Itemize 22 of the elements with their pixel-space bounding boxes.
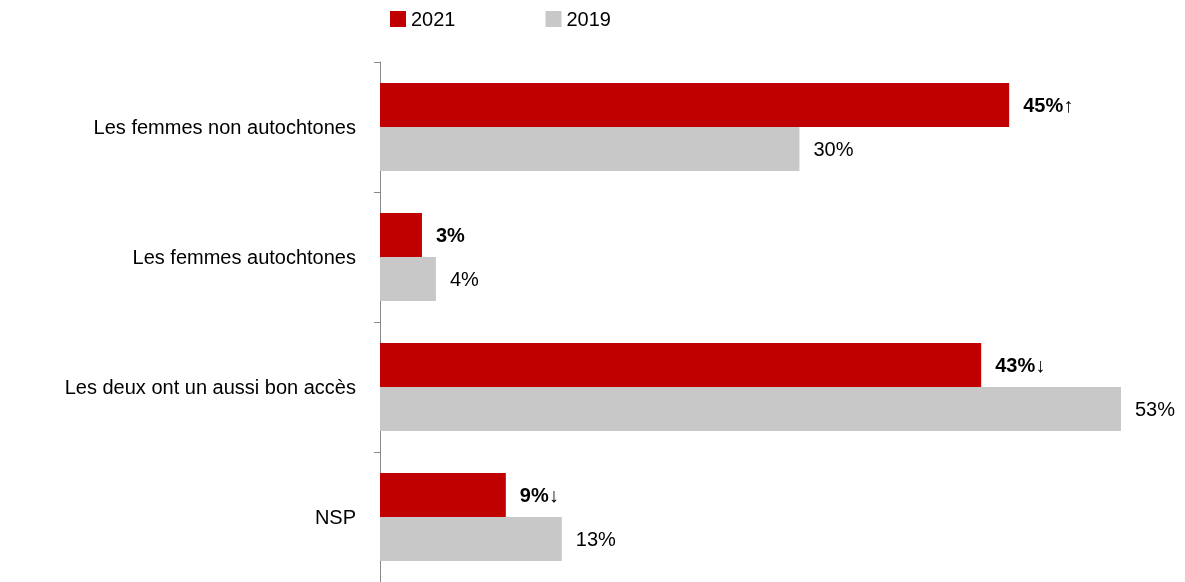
bar [380,387,1121,431]
bar [380,127,800,171]
data-label: 13% [575,528,616,550]
y-tick-label: NSP [314,506,356,528]
y-tick-label: Les femmes autochtones [132,246,356,268]
data-label: 9%↓ [519,484,559,506]
bar [380,213,422,257]
y-tick-label: Les deux ont un aussi bon accès [64,376,356,398]
data-label: 30% [813,138,854,160]
bar [380,517,562,561]
legend-label: 2019 [566,8,611,30]
data-label: 43%↓ [995,354,1046,376]
y-tick-label: Les femmes non autochtones [93,116,356,138]
bar [380,83,1010,127]
data-label: 53% [1135,398,1176,420]
bar [380,473,506,517]
data-label: 3% [435,224,466,246]
bar [380,343,982,387]
bar [380,257,436,301]
legend-label: 2021 [411,8,456,30]
data-label: 4% [449,268,480,290]
data-label: 45%↑ [1023,94,1074,116]
